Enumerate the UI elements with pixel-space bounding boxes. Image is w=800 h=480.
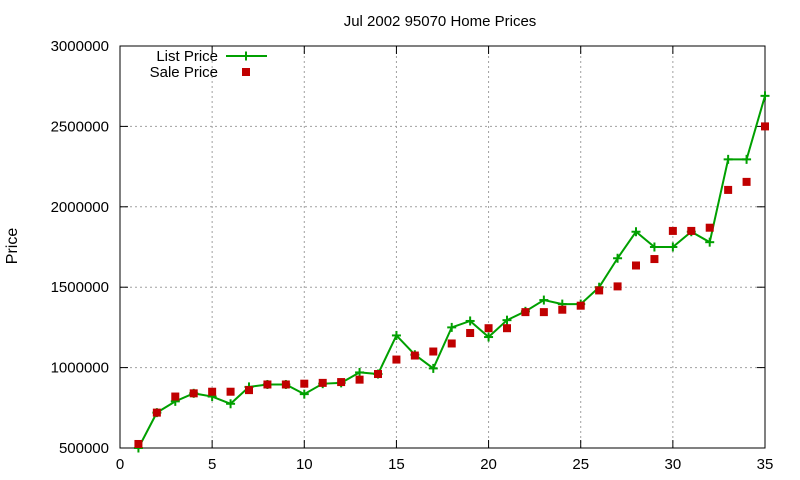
sale-price-point xyxy=(761,122,769,131)
x-tick-label: 30 xyxy=(665,456,682,473)
list-price-point xyxy=(447,322,457,332)
sale-price-point xyxy=(613,282,622,291)
sale-price-point xyxy=(521,308,530,317)
sale-price-point xyxy=(447,339,456,348)
sale-price-point xyxy=(226,387,235,396)
sale-price-point xyxy=(724,185,733,194)
chart-title: Jul 2002 95070 Home Prices xyxy=(344,13,537,30)
axes: 0 5 10 15 20 25 30 35 500000 1000000 1500000 200000… xyxy=(51,38,774,473)
x-tick-label: 10 xyxy=(296,456,313,473)
y-tick-label: 2000000 xyxy=(51,199,109,216)
legend-marker-sale-price xyxy=(242,68,250,76)
list-price-point xyxy=(668,242,678,252)
plot-frame xyxy=(119,45,766,449)
legend-label-list-price: List Price xyxy=(156,48,218,65)
list-price-point xyxy=(631,227,641,237)
sale-price-point xyxy=(171,392,180,401)
sale-price-point xyxy=(595,286,604,295)
sale-price-point xyxy=(189,389,198,398)
list-price-point xyxy=(391,330,401,340)
data-series xyxy=(133,91,770,453)
x-tick-label: 0 xyxy=(116,456,124,473)
x-tick-label: 15 xyxy=(388,456,405,473)
y-tick-label: 1500000 xyxy=(51,279,109,296)
y-axis-label: Price xyxy=(4,228,21,265)
legend-label-sale-price: Sale Price xyxy=(150,64,218,81)
list-price-point xyxy=(742,154,752,164)
sale-price-point xyxy=(374,370,382,379)
sale-price-point xyxy=(263,380,272,389)
list-price-point xyxy=(760,91,770,101)
x-tick-label: 20 xyxy=(480,456,497,473)
list-price-point xyxy=(465,316,475,326)
list-price-point xyxy=(299,389,309,399)
sale-price-point xyxy=(392,355,401,364)
list-price-point xyxy=(723,154,733,164)
sale-price-point xyxy=(134,439,143,448)
y-tick-label: 2500000 xyxy=(51,118,109,135)
sale-price-point xyxy=(484,324,493,333)
list-price-point xyxy=(705,237,715,247)
sale-price-point xyxy=(539,308,548,317)
sale-price-point xyxy=(152,408,161,417)
sale-price-point xyxy=(576,301,585,310)
sale-price-point xyxy=(355,375,364,384)
x-tick-label: 5 xyxy=(208,456,216,473)
sale-price-point xyxy=(318,378,327,387)
list-price-point xyxy=(484,332,494,342)
sale-price-point xyxy=(650,255,659,264)
list-price-point xyxy=(539,295,549,305)
sale-price-point xyxy=(208,387,217,396)
sale-price-point xyxy=(466,329,475,338)
y-tick-label: 3000000 xyxy=(51,38,109,55)
list-price-point xyxy=(649,242,659,252)
sale-price-point xyxy=(742,177,751,186)
sale-price-point xyxy=(410,351,419,360)
sale-price-point xyxy=(632,261,640,270)
sale-price-point xyxy=(503,324,511,333)
sale-price-point xyxy=(429,347,438,356)
sale-price-point xyxy=(245,386,253,395)
list-price-point xyxy=(355,367,365,377)
sale-price-point xyxy=(300,379,309,388)
sale-price-point xyxy=(668,226,677,235)
y-tick-label: 500000 xyxy=(59,440,109,457)
y-tick-label: 1000000 xyxy=(51,360,109,377)
sale-price-point xyxy=(337,378,346,387)
sale-price-point xyxy=(705,223,714,232)
list-price-point xyxy=(613,253,623,263)
x-tick-label: 35 xyxy=(757,456,774,473)
sale-price-point xyxy=(281,380,290,389)
list-price-point xyxy=(428,363,438,373)
list-price-point xyxy=(502,315,512,325)
sale-price-point xyxy=(558,305,567,314)
list-price-point xyxy=(226,399,236,409)
sale-price-point xyxy=(687,226,696,235)
x-tick-label: 25 xyxy=(572,456,589,473)
